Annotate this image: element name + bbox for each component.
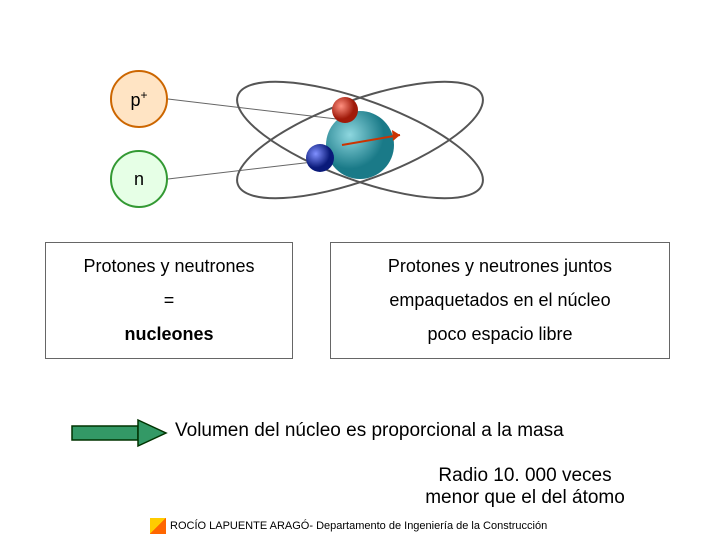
footer-logo-icon xyxy=(150,518,166,534)
radius-comparison-text: Radio 10. 000 veces menor que el del áto… xyxy=(375,465,675,509)
radius-line2: menor que el del átomo xyxy=(425,487,625,508)
left-box-line2: = xyxy=(50,283,288,317)
electron-blue-icon xyxy=(306,144,334,172)
right-box-line1: Protones y neutrones juntos xyxy=(335,249,665,283)
neutron-symbol: n xyxy=(134,169,144,190)
neutron-label-circle: n xyxy=(110,150,168,208)
footer-text: ROCÍO LAPUENTE ARAGÓ- Departamento de In… xyxy=(170,520,547,532)
left-box-line3: nucleones xyxy=(50,317,288,351)
atom-illustration xyxy=(210,40,510,240)
nucleons-definition-box: Protones y neutrones = nucleones xyxy=(45,242,293,359)
proton-symbol: p+ xyxy=(130,88,147,111)
left-box-line1: Protones y neutrones xyxy=(50,249,288,283)
conclusion-arrow-icon xyxy=(70,418,170,448)
volume-proportional-text: Volumen del núcleo es proporcional a la … xyxy=(175,420,564,442)
right-box-line3: poco espacio libre xyxy=(335,317,665,351)
nucleus-icon xyxy=(326,111,394,179)
electron-red-icon xyxy=(332,97,358,123)
nucleus-packing-box: Protones y neutrones juntos empaquetados… xyxy=(330,242,670,359)
proton-label-circle: p+ xyxy=(110,70,168,128)
radius-line1: Radio 10. 000 veces xyxy=(438,465,611,486)
proton-letter: p xyxy=(130,90,140,110)
right-box-line2: empaquetados en el núcleo xyxy=(335,283,665,317)
footer-credit: ROCÍO LAPUENTE ARAGÓ- Departamento de In… xyxy=(150,518,547,534)
proton-super: + xyxy=(141,88,148,102)
